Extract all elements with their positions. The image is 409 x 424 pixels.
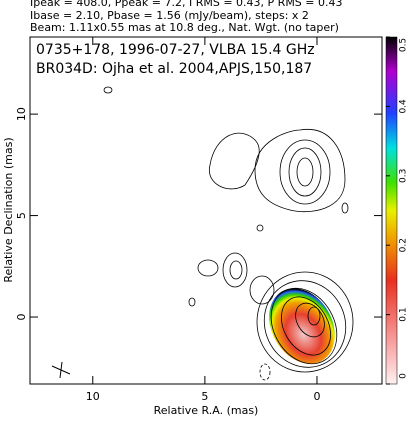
colorbar-tick-label: 0	[399, 373, 409, 379]
x-tick-label: 5	[201, 390, 208, 403]
x-axis-label: Relative R.A. (mas)	[154, 404, 259, 417]
colorbar	[385, 36, 398, 385]
colorbar-tick-label: 0.4	[399, 99, 409, 114]
colorbar-tick-label: 0.3	[399, 169, 409, 183]
contours	[51, 86, 354, 381]
colorbar-tick-label: 0.5	[399, 38, 409, 52]
annotation: Ipeak = 408.0, Ppeak = 7.2, I RMS = 0.43…	[30, 0, 343, 9]
x-tick-label: 0	[313, 390, 320, 403]
y-tick-label: 5	[15, 212, 28, 219]
x-tick-label: 10	[86, 390, 100, 403]
chart-subtitle: BR034D: Ojha et al. 2004,APJS,150,187	[36, 61, 312, 77]
y-axis-label: Relative Declination (mas)	[2, 137, 15, 282]
annotation: Ibase = 2.10, Pbase = 1.56 (mJy/beam), s…	[30, 9, 309, 22]
chart-title: 0735+178, 1996-07-27, VLBA 15.4 GHz	[36, 42, 315, 58]
plot-frame	[29, 36, 383, 385]
y-tick-label: 0	[15, 314, 28, 321]
colorbar-tick-label: 0.1	[399, 307, 409, 321]
y-tick-label: 10	[15, 107, 28, 121]
colorbar-tick-label: 0.2	[399, 238, 409, 252]
annotation: Beam: 1.11x0.55 mas at 10.8 deg., Nat. W…	[30, 21, 339, 34]
